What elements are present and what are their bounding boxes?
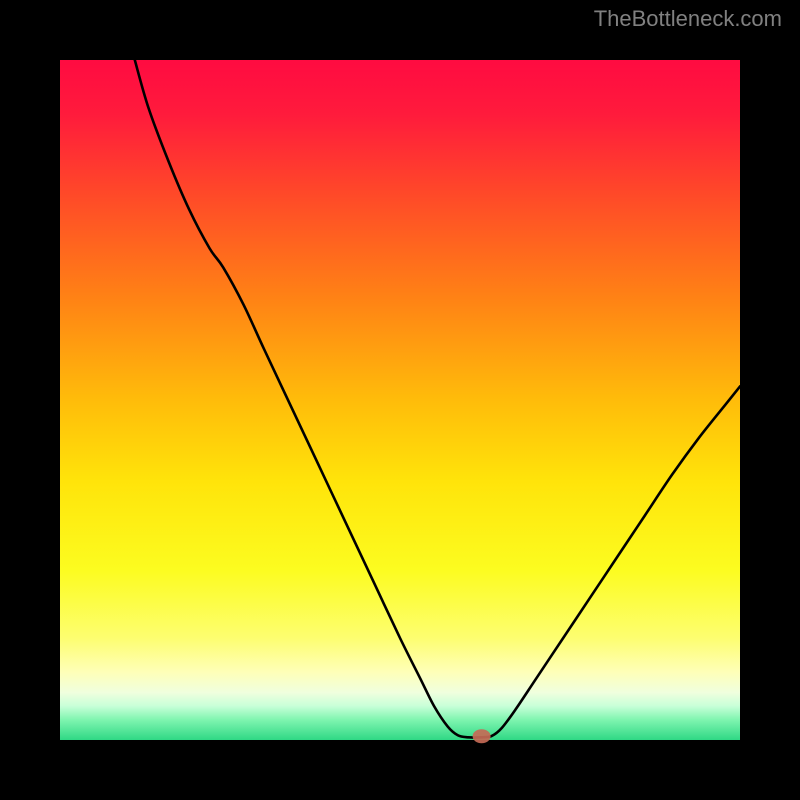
chart-svg bbox=[0, 0, 800, 800]
watermark-text: TheBottleneck.com bbox=[594, 6, 782, 32]
min-marker bbox=[473, 729, 491, 743]
chart-container: TheBottleneck.com bbox=[0, 0, 800, 800]
